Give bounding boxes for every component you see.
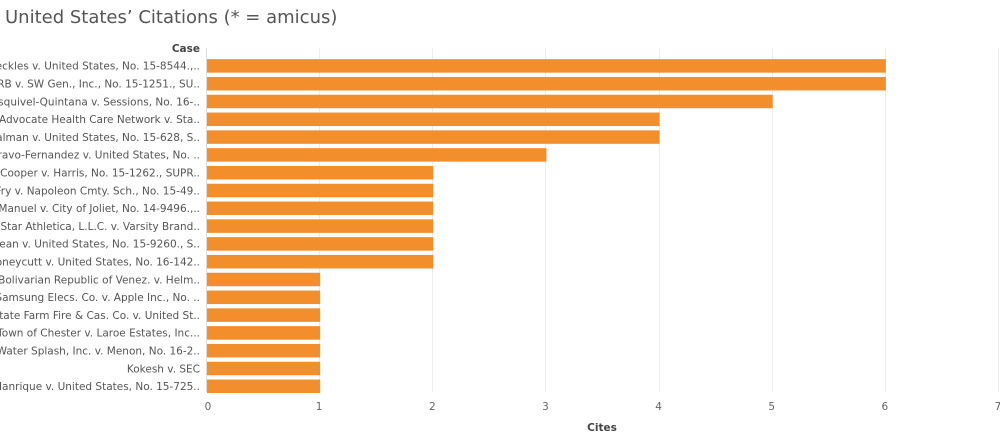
bar[interactable] (207, 59, 886, 73)
bar[interactable] (207, 343, 321, 358)
bar[interactable] (207, 254, 434, 269)
bar[interactable] (207, 94, 773, 109)
bar[interactable] (207, 183, 434, 198)
bars (207, 59, 886, 394)
category-label: * Advocate Health Care Network v. Sta.. (0, 114, 200, 126)
bar[interactable] (207, 130, 660, 144)
bar[interactable] (207, 290, 321, 305)
bar[interactable] (207, 361, 321, 376)
category-label: * Water Splash, Inc. v. Menon, No. 16-2.… (0, 346, 200, 358)
category-label: * Cooper v. Harris, No. 15-1262., SUPR.. (0, 168, 200, 180)
x-tick-label: 6 (882, 401, 889, 413)
bar[interactable] (207, 308, 321, 322)
bar[interactable] (207, 237, 434, 251)
category-labels: Beckles v. United States, No. 15-8544.,.… (0, 61, 200, 393)
category-label: Honeycutt v. United States, No. 16-142.. (0, 257, 200, 269)
bar[interactable] (207, 219, 434, 233)
category-label: * Samsung Elecs. Co. v. Apple Inc., No. … (0, 292, 200, 304)
x-tick-label: 4 (655, 401, 662, 413)
x-tick-label: 7 (995, 401, 1000, 413)
y-axis-title: Case (172, 43, 200, 55)
bar[interactable] (207, 326, 321, 340)
category-label: Beckles v. United States, No. 15-8544.,.… (0, 61, 200, 73)
category-label: NLRB v. SW Gen., Inc., No. 15-1251., SU.… (0, 79, 200, 91)
category-label: Manrique v. United States, No. 15-725.. (0, 381, 200, 393)
category-label: * Fry v. Napoleon Cmty. Sch., No. 15-49.… (0, 185, 200, 197)
category-label: Kokesh v. SEC (127, 363, 200, 375)
chart-title: United States’ Citations (* = amicus) (5, 7, 338, 28)
x-tick-labels: 0 1 2 3 4 5 6 7 (205, 401, 1000, 413)
x-tick-label: 2 (429, 401, 436, 413)
x-axis-title: Cites (587, 422, 617, 434)
bar[interactable] (207, 165, 434, 180)
bar[interactable] (207, 112, 660, 127)
x-tick-label: 5 (768, 401, 775, 413)
x-tick-label: 0 (205, 401, 212, 413)
bar[interactable] (207, 201, 434, 216)
category-label: Esquivel-Quintana v. Sessions, No. 16-.. (0, 96, 200, 108)
x-tick-label: 3 (542, 401, 549, 413)
category-label: * Manuel v. City of Joliet, No. 14-9496.… (0, 203, 200, 215)
bar[interactable] (207, 272, 321, 287)
bar[interactable] (207, 76, 886, 91)
category-label: * Town of Chester v. Laroe Estates, Inc.… (0, 328, 200, 340)
category-label: * Star Athletica, L.L.C. v. Varsity Bran… (0, 221, 200, 233)
category-label: Dean v. United States, No. 15-9260., S.. (0, 239, 200, 251)
category-label: * State Farm Fire & Cas. Co. v. United S… (0, 310, 200, 322)
category-label: Bravo-Fernandez v. United States, No. .. (0, 150, 200, 162)
category-label: Salman v. United States, No. 15-628, S.. (0, 132, 200, 144)
x-tick-label: 1 (316, 401, 323, 413)
bar[interactable] (207, 148, 547, 162)
bar[interactable] (207, 379, 321, 394)
category-label: * Bolivarian Republic of Venez. v. Helm.… (0, 274, 200, 286)
